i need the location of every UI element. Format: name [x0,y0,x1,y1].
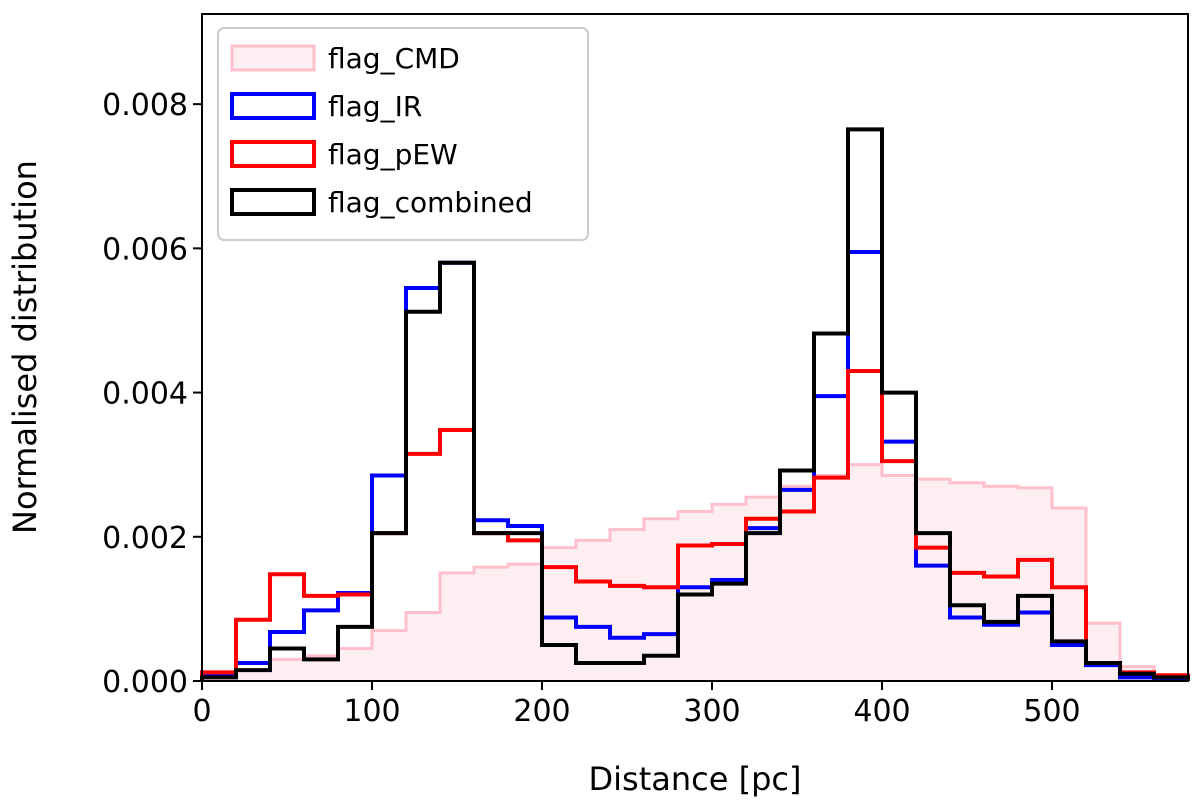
legend-label-flag_IR: flag_IR [328,90,422,123]
legend-handle-flag_IR [230,92,316,120]
legend-handle-flag_combined [230,188,316,216]
y-tick-label: 0.002 [102,521,188,556]
x-tick-label: 100 [343,694,400,729]
series-fill-flag_CMD [202,464,1188,681]
x-tick-label: 300 [683,694,740,729]
legend-handle-flag_CMD [230,44,316,72]
y-tick-label: 0.006 [102,232,188,267]
legend-box [217,27,589,241]
y-tick-label: 0.008 [102,88,188,123]
axes: 0 100 200 300 400 500 0.000 0.002 0.004 0.006 0.00… [102,13,1189,729]
x-tick-label: 200 [513,694,570,729]
legend-handle-flag_pEW [230,140,316,168]
legend-label-flag_CMD: flag_CMD [328,42,460,75]
y-axis-label: Normalised distribution [6,160,44,534]
series-outline-flag_CMD [200,463,1190,681]
legend-label-flag_pEW: flag_pEW [328,138,458,171]
legend: flag_CMD flag_IR flag_pEW flag_combined [217,27,589,241]
y-tick-label: 0.000 [102,665,188,700]
y-tick-label: 0.004 [102,377,188,412]
legend-label-flag_combined: flag_combined [328,186,533,219]
series-step-flag_pEW [200,368,1190,681]
plot-frame [201,13,1189,682]
x-tick-label: 0 [192,694,211,729]
x-axis-label: Distance [pc] [589,760,802,798]
histogram-series [200,127,1190,681]
x-tick-label: 400 [853,694,910,729]
series-step-flag_combined [200,127,1190,681]
x-tick-label: 500 [1023,694,1080,729]
